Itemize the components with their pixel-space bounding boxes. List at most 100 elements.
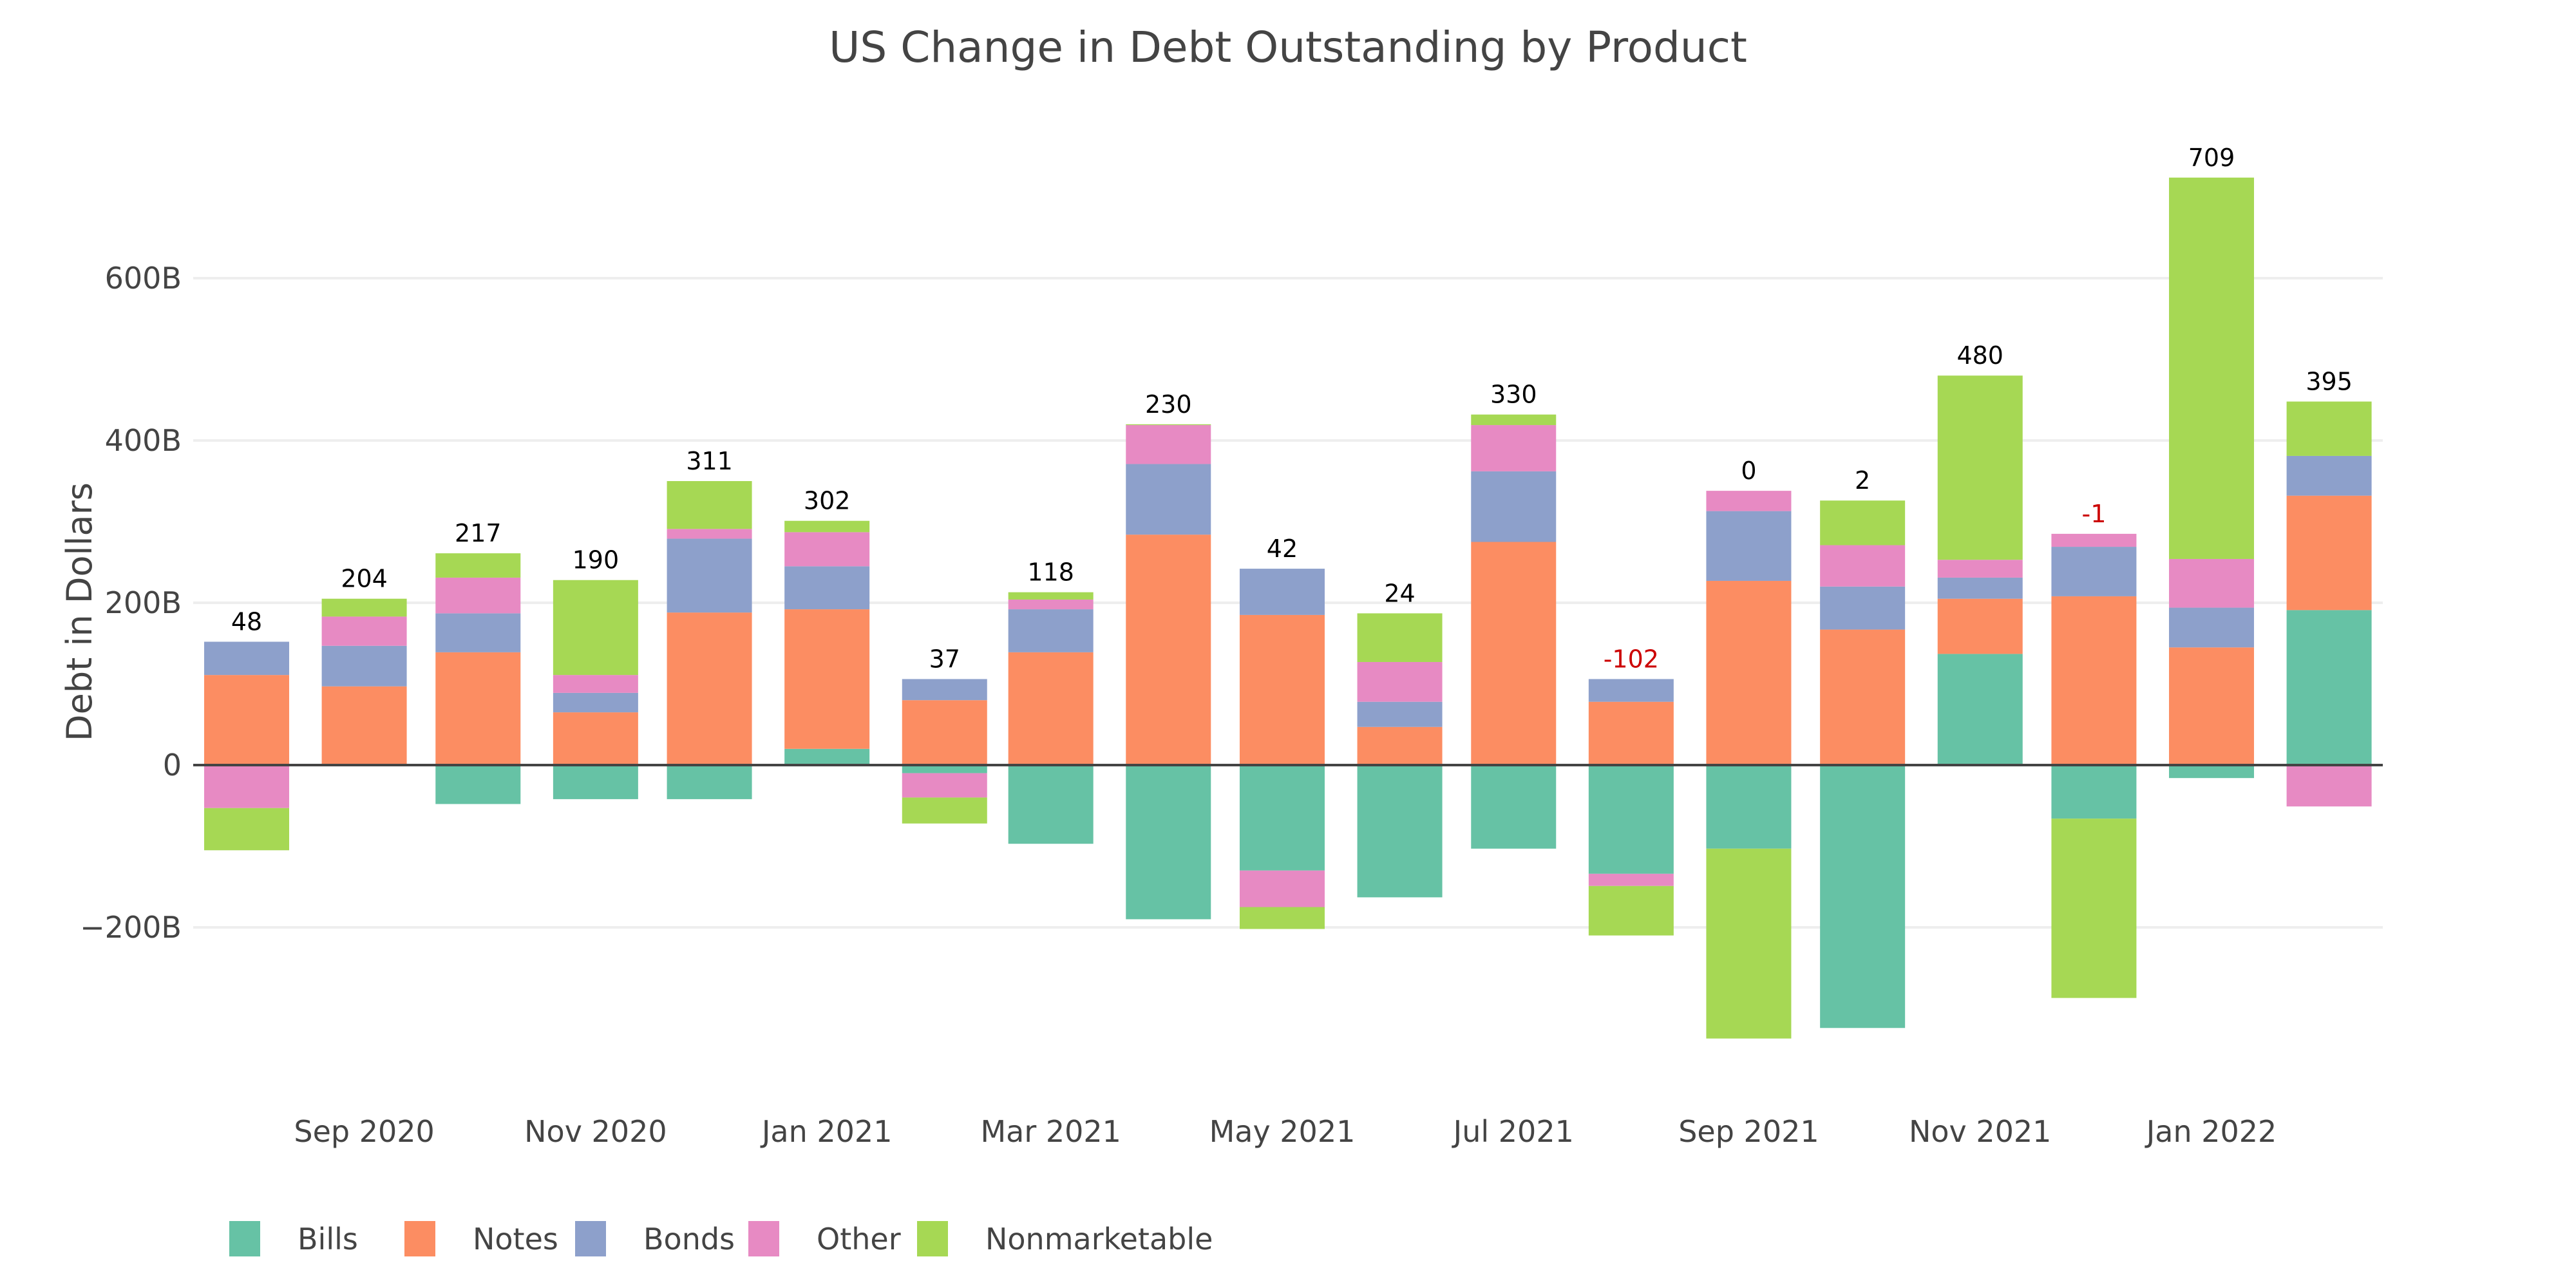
bar-total-label: 230	[1145, 390, 1192, 419]
bar-segment-nonmarketable	[2169, 177, 2255, 559]
bar-segment-bonds	[2286, 455, 2372, 496]
bar-segment-bonds	[1706, 511, 1792, 581]
bar-total-label: 302	[804, 487, 851, 515]
bar-total-label: 709	[2188, 144, 2235, 172]
bar-segment-notes	[553, 712, 638, 765]
legend-item-nonmarketable[interactable]: Nonmarketable	[917, 1221, 1213, 1256]
bar-segment-other	[1357, 661, 1443, 702]
bar-segment-notes	[2051, 596, 2137, 765]
bar-segment-notes	[1588, 701, 1674, 765]
bar-segment-bonds	[321, 645, 407, 687]
bar-segment-nonmarketable	[2051, 819, 2137, 998]
bar-segment-bonds	[1126, 464, 1211, 535]
bar-segment-bonds	[1471, 471, 1557, 542]
legend-label: Notes	[473, 1222, 558, 1256]
bar-segment-nonmarketable	[667, 481, 752, 529]
bar-segment-notes	[321, 686, 407, 765]
bar-segment-nonmarketable	[1471, 414, 1557, 426]
y-tick-label: 600B	[105, 261, 182, 296]
bar-segment-bills	[1239, 765, 1325, 871]
bar-segment-bills	[1706, 765, 1792, 849]
bar-segment-bonds	[1357, 701, 1443, 727]
bar-segment-nonmarketable	[1937, 375, 2023, 560]
legend-item-notes[interactable]: Notes	[404, 1221, 558, 1256]
bar-segment-bonds	[1937, 577, 2023, 599]
bar-segment-bonds	[1588, 679, 1674, 702]
y-tick-label: −200B	[80, 910, 182, 945]
bar-total-label: -102	[1604, 645, 1659, 673]
bar-total-label: 480	[1956, 341, 2003, 370]
bar-total-label: 330	[1490, 381, 1537, 409]
legend-swatch	[229, 1221, 260, 1256]
bar-total-label: 0	[1741, 457, 1756, 485]
bar-segment-bills	[435, 765, 521, 804]
bar-segment-bills	[1937, 654, 2023, 765]
bar-segment-bonds	[1820, 586, 1906, 630]
bar-segment-notes	[667, 612, 752, 765]
x-tick-label: Jan 2021	[760, 1114, 893, 1149]
bar-segment-nonmarketable	[204, 808, 289, 851]
bar-segment-nonmarketable	[321, 598, 407, 617]
bar-segment-other	[1706, 491, 1792, 511]
bar-segment-notes	[1937, 598, 2023, 654]
bar-total-label: 42	[1267, 535, 1298, 563]
x-tick-label: Jul 2021	[1452, 1114, 1574, 1149]
bar-segment-bonds	[667, 538, 752, 613]
legend-item-other[interactable]: Other	[748, 1221, 901, 1256]
bar-segment-other	[553, 675, 638, 693]
x-tick-label: Jan 2022	[2145, 1114, 2277, 1149]
bar-segment-bills	[2051, 765, 2137, 819]
bar-segment-other	[902, 773, 987, 798]
bar-segment-nonmarketable	[1239, 907, 1325, 929]
legend-label: Bonds	[643, 1222, 735, 1256]
bar-total-label: 190	[573, 546, 620, 574]
legend-swatch	[404, 1221, 435, 1256]
bar-segment-other	[1471, 425, 1557, 471]
bar-segment-bills	[1471, 765, 1557, 849]
bar-segment-nonmarketable	[1357, 613, 1443, 662]
bar-total-label: -1	[2081, 500, 2106, 528]
bar-segment-nonmarketable	[784, 520, 870, 533]
bar-total-label: 37	[929, 645, 960, 673]
bar-segment-bills	[553, 765, 638, 799]
bar-segment-nonmarketable	[1126, 424, 1211, 426]
legend-swatch	[748, 1221, 779, 1256]
bar-segment-notes	[2286, 495, 2372, 611]
bars	[204, 177, 2372, 1039]
bar-segment-bills	[1588, 765, 1674, 874]
bar-total-label: 118	[1027, 558, 1074, 587]
legend-item-bills[interactable]: Bills	[229, 1221, 358, 1256]
bar-total-label: 24	[1384, 579, 1415, 607]
bar-segment-notes	[1471, 542, 1557, 765]
bar-total-labels: 48 204 217 190 311 302 37 118 230 42 24 330 -102 0 2 48…	[231, 144, 2353, 674]
bar-segment-notes	[1008, 652, 1094, 765]
bar-segment-notes	[1126, 535, 1211, 765]
bar-segment-bonds	[2169, 607, 2255, 648]
legend-swatch	[917, 1221, 948, 1256]
legend: Bills Notes Bonds Other Nonmarketable	[229, 1221, 1213, 1256]
bar-segment-other	[2051, 533, 2137, 547]
bar-segment-bills	[667, 765, 752, 799]
x-tick-label: Sep 2021	[1678, 1114, 1819, 1149]
bar-segment-bills	[902, 765, 987, 773]
bar-segment-other	[1008, 599, 1094, 610]
bar-segment-nonmarketable	[1706, 848, 1792, 1039]
x-tick-label: Mar 2021	[980, 1114, 1121, 1149]
bar-total-label: 2	[1855, 466, 1870, 495]
x-axis-ticks: Sep 2020 Nov 2020 Jan 2021 Mar 2021 May 2021…	[294, 1114, 2277, 1149]
bar-segment-bills	[784, 748, 870, 765]
bar-segment-notes	[784, 609, 870, 749]
bar-segment-notes	[1706, 580, 1792, 765]
bar-segment-nonmarketable	[1820, 500, 1906, 545]
bar-segment-other	[784, 532, 870, 567]
bar-segment-other	[1820, 545, 1906, 587]
legend-item-bonds[interactable]: Bonds	[575, 1221, 735, 1256]
bar-segment-bonds	[902, 679, 987, 701]
bar-segment-bills	[2286, 610, 2372, 765]
bar-segment-bills	[2169, 765, 2255, 779]
bar-total-label: 48	[231, 607, 262, 636]
bar-segment-other	[435, 577, 521, 614]
bar-segment-other	[2286, 765, 2372, 807]
bar-segment-bonds	[784, 566, 870, 610]
